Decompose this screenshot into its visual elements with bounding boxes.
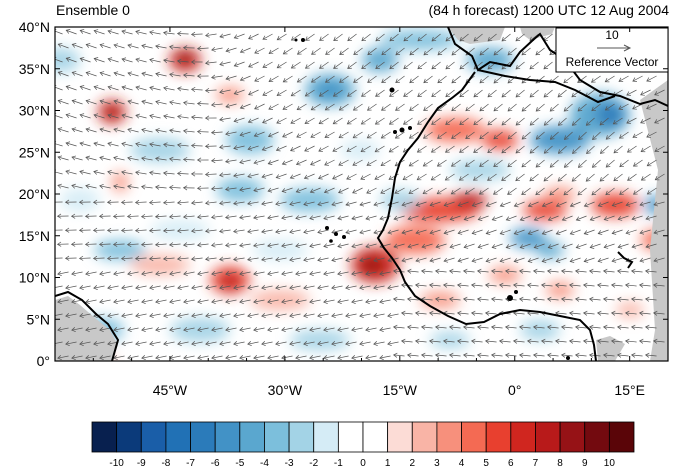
colorbar-label: -2 [309, 458, 318, 469]
colorbar-label: 10 [604, 458, 616, 469]
colorbar-swatch [584, 421, 610, 453]
lat-tick-label: 20°N [19, 186, 50, 202]
colorbar-label: 0 [360, 458, 366, 469]
colorbar-swatch [559, 421, 586, 453]
lat-tick-label: 10°N [19, 270, 50, 286]
colorbar-swatch [608, 421, 635, 453]
colorbar-label: -7 [186, 458, 195, 469]
colorbar-label: -10 [109, 458, 124, 469]
colorbar-label: -5 [235, 458, 244, 469]
colorbar-swatch [190, 421, 216, 453]
colorbar-swatch [239, 421, 265, 453]
longitude-axis: 45°W 30°W 15°W 0° 15°E [92, 27, 669, 398]
lon-tick-label: 30°W [268, 382, 303, 398]
colorbar-label: 6 [508, 458, 514, 469]
colorbar-label: 2 [409, 458, 415, 469]
colorbar-swatch [362, 421, 389, 453]
colorbar-swatch [436, 421, 462, 453]
reference-vector-label: Reference Vector [566, 55, 659, 69]
lon-tick-label: 15°E [614, 382, 645, 398]
map-title-right: (84 h forecast) 1200 UTC 12 Aug 2004 [428, 2, 669, 18]
latitude-axis: 40°N 35°N 30°N 25°N 20°N 15°N 10°N 5°N 0° [19, 19, 668, 369]
lat-tick-label: 5°N [27, 311, 51, 327]
coastlines [55, 27, 668, 361]
colorbar-label: 9 [582, 458, 588, 469]
colorbar-label: 3 [434, 458, 440, 469]
lat-tick-label: 15°N [19, 228, 50, 244]
colorbar-label: 7 [533, 458, 539, 469]
lon-tick-label: 45°W [153, 382, 188, 398]
colorbar-label: 4 [459, 458, 465, 469]
colorbar-swatch [264, 421, 290, 453]
lat-tick-label: 40°N [19, 19, 50, 35]
map-title-left: Ensemble 0 [56, 2, 130, 18]
colorbar-swatch [165, 421, 191, 453]
colorbar-swatch [91, 421, 118, 453]
colorbar-label: -4 [260, 458, 269, 469]
colorbar-label: -3 [285, 458, 294, 469]
lat-tick-label: 30°N [19, 103, 50, 119]
lon-tick-label: 0° [508, 382, 521, 398]
colorbar-swatch [214, 421, 241, 453]
colorbar-label: 5 [483, 458, 489, 469]
reference-vector-box: 10 Reference Vector [555, 27, 669, 73]
colorbar-label: -1 [334, 458, 343, 469]
colorbar-swatch [387, 421, 413, 453]
colorbar-swatch [313, 421, 339, 453]
colorbar-swatch [510, 421, 536, 453]
lat-tick-label: 35°N [19, 61, 50, 77]
colorbar-swatch [337, 421, 364, 453]
colorbar-swatch [140, 421, 167, 453]
colorbar-swatch [116, 421, 142, 453]
colorbar-swatch [288, 421, 315, 453]
lat-tick-label: 0° [37, 353, 50, 369]
colorbar-swatch [485, 421, 512, 453]
colorbar: -10 -9 -8 -7 -6 -5 -4 -3 -2 -1 0 1 2 3 4 5 6 7 8 9 10 [91, 421, 635, 469]
colorbar-swatch [411, 421, 438, 453]
colorbar-label: 1 [385, 458, 391, 469]
colorbar-label: 8 [557, 458, 563, 469]
islands [294, 38, 570, 360]
colorbar-swatch [535, 421, 561, 453]
colorbar-label: -8 [161, 458, 170, 469]
colorbar-label: -9 [137, 458, 146, 469]
lat-tick-label: 25°N [19, 144, 50, 160]
colorbar-swatch [461, 421, 487, 453]
reference-vector-magnitude: 10 [605, 28, 619, 42]
lon-tick-label: 15°W [383, 382, 418, 398]
colorbar-label: -6 [211, 458, 220, 469]
